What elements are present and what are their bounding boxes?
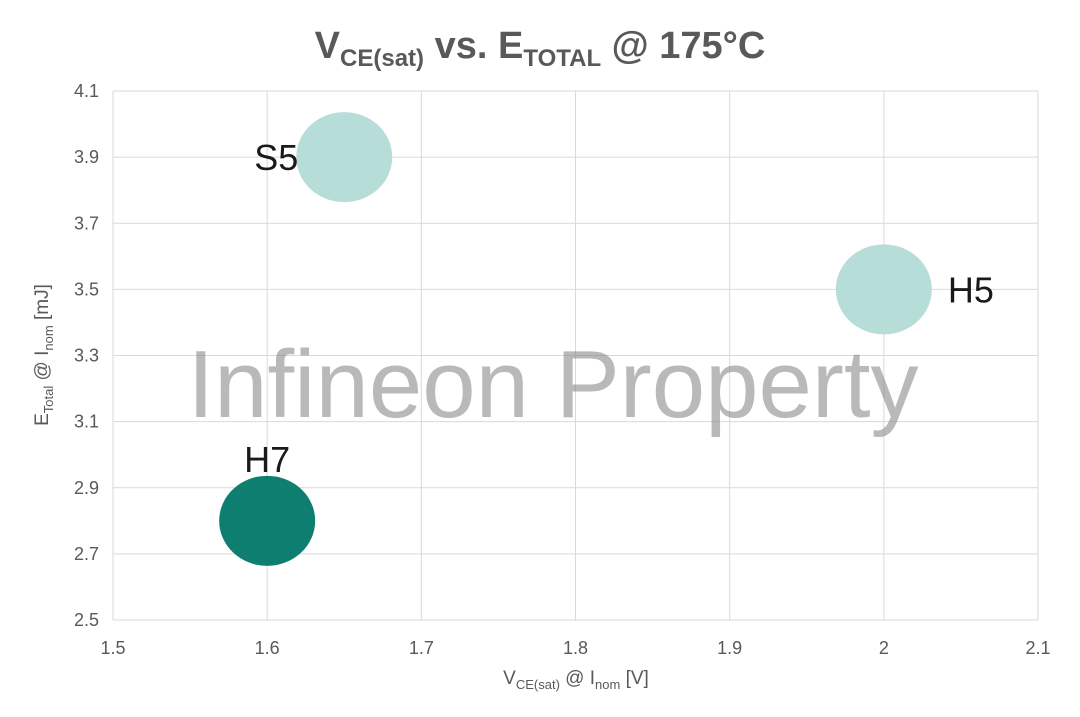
x-tick-label: 1.9 xyxy=(717,638,742,658)
x-tick-label: 1.8 xyxy=(563,638,588,658)
x-axis-title-mid: @ I xyxy=(560,668,595,689)
y-tick-label: 3.9 xyxy=(74,147,99,167)
chart-title: VCE(sat) vs. ETOTAL @ 175°C xyxy=(315,25,766,72)
y-axis-ticks: 2.5 2.7 2.9 3.1 3.3 3.5 3.7 3.9 4.1 xyxy=(74,81,99,630)
y-tick-label: 3.5 xyxy=(74,279,99,299)
point-label-s5: S5 xyxy=(254,137,298,178)
x-axis-title: VCE(sat) @ Inom [V] xyxy=(503,668,649,692)
x-axis-title-v-subscript: CE(sat) xyxy=(516,677,560,692)
y-axis-title-unit: [mJ] xyxy=(32,284,53,325)
chart-title-v-subscript: CE(sat) xyxy=(340,45,424,72)
y-axis-title-e-subscript: Total xyxy=(41,386,56,414)
y-axis-title-e: E xyxy=(32,413,53,426)
x-axis-title-i-subscript: nom xyxy=(595,677,620,692)
watermark-text: Infineon Property xyxy=(187,331,918,438)
x-tick-label: 1.6 xyxy=(255,638,280,658)
chart-title-e-subscript: TOTAL xyxy=(523,45,601,72)
x-tick-label: 2 xyxy=(879,638,889,658)
point-s5 xyxy=(296,112,393,203)
y-tick-label: 2.5 xyxy=(74,610,99,630)
point-h5 xyxy=(835,244,932,335)
y-tick-label: 3.1 xyxy=(74,412,99,432)
chart-title-end: @ 175°C xyxy=(601,25,765,67)
y-tick-label: 4.1 xyxy=(74,81,99,101)
x-tick-label: 2.1 xyxy=(1025,638,1050,658)
data-points: S5 H5 H7 xyxy=(219,112,994,566)
x-tick-label: 1.7 xyxy=(409,638,434,658)
chart-title-mid: vs. E xyxy=(424,25,523,67)
y-tick-label: 3.7 xyxy=(74,213,99,233)
x-axis-title-unit: [V] xyxy=(620,668,649,689)
x-axis-title-v: V xyxy=(503,668,516,689)
y-axis-title-i-subscript: nom xyxy=(41,325,56,350)
point-h7 xyxy=(219,475,316,566)
y-tick-label: 3.3 xyxy=(74,346,99,366)
point-label-h7: H7 xyxy=(244,439,290,480)
point-label-h5: H5 xyxy=(948,269,994,310)
chart-title-v: V xyxy=(315,25,341,67)
y-tick-label: 2.7 xyxy=(74,544,99,564)
x-tick-label: 1.5 xyxy=(100,638,125,658)
y-tick-label: 2.9 xyxy=(74,478,99,498)
y-axis-title: ETotal @ Inom [mJ] xyxy=(32,284,56,426)
y-axis-title-mid: @ I xyxy=(32,351,53,386)
x-axis-ticks: 1.5 1.6 1.7 1.8 1.9 2 2.1 xyxy=(100,638,1050,658)
